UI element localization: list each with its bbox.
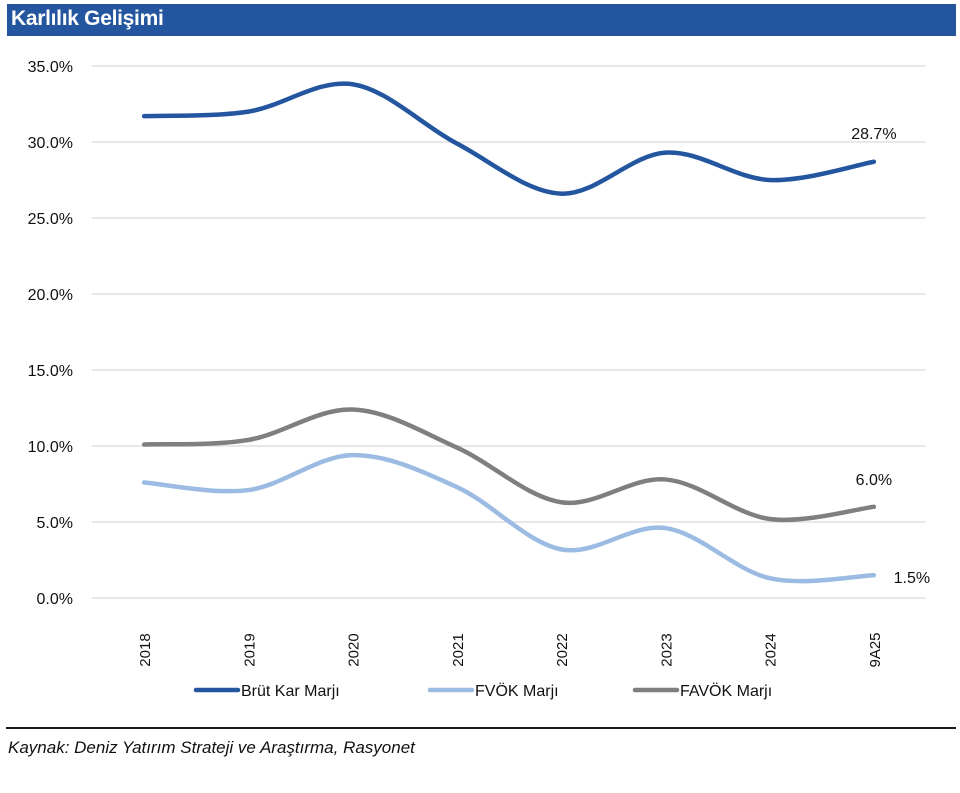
end-label-brut-kar-marji: 28.7% [851,126,896,143]
legend-label-brut-kar-marji: Brüt Kar Marjı [241,683,340,700]
end-label-favok-marji: 6.0% [856,472,892,489]
source-note: Kaynak: Deniz Yatırım Strateji ve Araştı… [8,738,415,757]
title-bar: Karlılık Gelişimi [7,4,956,36]
chart-title: Karlılık Gelişimi [11,7,164,30]
x-tick-label: 2024 [763,633,780,666]
source-divider [6,727,956,729]
x-axis-ticks: 2018 2019 2020 2021 2022 2023 2024 9A25 [137,632,884,667]
y-tick-label: 20.0% [28,287,73,304]
series-line-brut-kar-marji [141,81,877,196]
series-lines [141,81,877,584]
legend-label-favok-marji: FAVÖK Marjı [680,682,772,700]
data-labels: 28.7% 1.5% 6.0% [851,126,930,587]
legend: Brüt Kar Marjı FVÖK Marjı FAVÖK Marjı [193,682,772,700]
y-tick-label: 5.0% [37,515,73,532]
x-tick-label: 2021 [450,633,467,666]
series-line-favok-marji [141,407,877,523]
x-tick-label: 2019 [241,633,258,666]
line-chart: 0.0% 5.0% 10.0% 15.0% 20.0% 25.0% 30.0% 35.0% 2… [28,59,930,700]
series-line-fvok-marji [141,452,877,584]
end-label-fvok-marji: 1.5% [894,570,930,587]
x-tick-label: 2023 [658,633,675,666]
y-tick-label: 10.0% [28,439,73,456]
y-tick-label: 25.0% [28,211,73,228]
y-tick-label: 35.0% [28,59,73,76]
x-tick-label: 2022 [554,633,571,666]
y-axis-ticks: 0.0% 5.0% 10.0% 15.0% 20.0% 25.0% 30.0% 35.0% [28,59,73,608]
y-tick-label: 0.0% [37,591,73,608]
y-tick-label: 30.0% [28,135,73,152]
x-tick-label: 2018 [137,633,154,666]
y-tick-label: 15.0% [28,363,73,380]
x-tick-label: 9A25 [867,632,884,667]
legend-label-fvok-marji: FVÖK Marjı [475,682,559,700]
x-tick-label: 2020 [346,633,363,666]
